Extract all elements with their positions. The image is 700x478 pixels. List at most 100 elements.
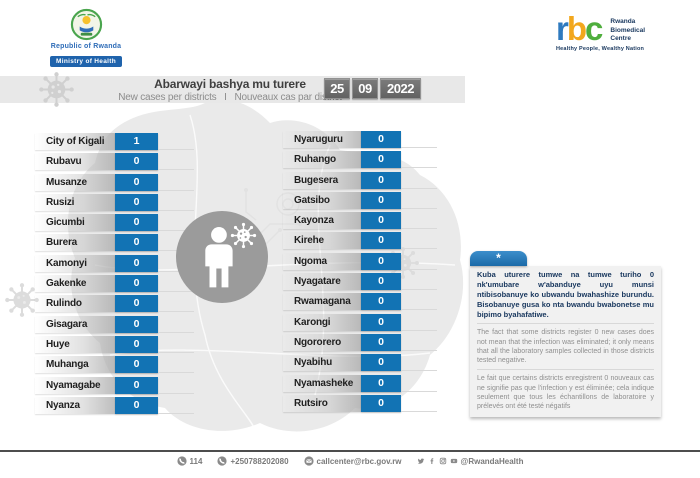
district-row: Gicumbi 0: [35, 214, 194, 232]
row-connector-line: [158, 377, 194, 394]
footer-contacts: 114 +250788202080 callcenter@rbc.gov.rw …: [0, 456, 700, 466]
infected-person-figure: [176, 211, 268, 303]
district-label: Nyaruguru: [283, 131, 361, 148]
district-label: Ngororero: [283, 333, 361, 351]
district-value: 0: [361, 212, 401, 230]
district-row: Musanze 0: [35, 173, 194, 191]
district-row: Muhanga 0: [35, 356, 194, 374]
row-connector-line: [158, 194, 194, 211]
date-day: 25: [324, 78, 350, 99]
district-value: 0: [361, 191, 401, 209]
district-label: City of Kigali: [35, 133, 115, 150]
district-label: Gatsibo: [283, 191, 361, 209]
district-label: Rusizi: [35, 193, 115, 211]
date-month: 09: [352, 78, 378, 99]
page-subtitle: New cases per districts I Nouveaux cas p…: [118, 92, 342, 103]
row-connector-line: [158, 356, 194, 374]
district-row: Nyamasheke 0: [283, 374, 437, 392]
row-connector-line: [401, 293, 437, 311]
district-list-left: City of Kigali 1 Rubavu 0 Musanze 0 Rusi…: [35, 133, 194, 414]
district-row: Nyagatare 0: [283, 273, 437, 291]
row-connector-line: [158, 275, 194, 293]
row-connector-line: [401, 375, 437, 392]
district-label: Karongi: [283, 313, 361, 331]
district-row: Kamonyi 0: [35, 254, 194, 272]
district-value: 0: [115, 193, 158, 211]
district-row: Rubavu 0: [35, 153, 194, 171]
phone-icon: [176, 456, 187, 466]
district-label: Ngoma: [283, 252, 361, 270]
social-icons: [417, 457, 458, 465]
rbc-letter-r: r: [556, 10, 569, 47]
note-marker-tab: *: [470, 251, 527, 266]
district-row: Nyaruguru 0: [283, 131, 437, 148]
facebook-icon: [430, 458, 433, 465]
note-french: Le fait que certains districts enregistr…: [477, 369, 654, 411]
district-value: 0: [361, 131, 401, 148]
ministry-logo: Republic of Rwanda Ministry of Health: [38, 8, 134, 68]
district-value: 0: [361, 232, 401, 250]
row-connector-line: [401, 151, 437, 169]
district-value: 1: [115, 133, 158, 150]
youtube-icon: [450, 458, 457, 464]
republic-of-rwanda-label: Republic of Rwanda: [50, 43, 122, 50]
row-connector-line: [401, 172, 437, 189]
district-label: Nyagatare: [283, 273, 361, 291]
district-row: Bugesera 0: [283, 171, 437, 189]
district-label: Gisagara: [35, 315, 115, 333]
district-value: 0: [115, 396, 158, 414]
district-value: 0: [115, 376, 158, 394]
email-icon: [303, 456, 314, 466]
district-value: 0: [361, 394, 401, 412]
district-value: 0: [361, 374, 401, 392]
rbc-tagline: Healthy People, Wealthy Nation: [556, 45, 645, 52]
report-date: 25 09 2022: [324, 78, 421, 99]
row-connector-line: [158, 214, 194, 232]
district-label: Kayonza: [283, 212, 361, 230]
district-label: Burera: [35, 234, 115, 252]
district-row: Gatsibo 0: [283, 191, 437, 209]
rbc-letter-c: c: [585, 10, 603, 47]
district-value: 0: [115, 173, 158, 191]
district-value: 0: [115, 153, 158, 171]
virus-watermark-icon: [4, 282, 40, 318]
row-connector-line: [401, 253, 437, 270]
district-row: Kayonza 0: [283, 212, 437, 230]
row-connector-line: [401, 334, 437, 351]
row-connector-line: [401, 395, 437, 412]
district-label: Rulindo: [35, 295, 115, 313]
row-connector-line: [158, 336, 194, 353]
district-row: Rutsiro 0: [283, 394, 437, 412]
district-value: 0: [361, 333, 401, 351]
row-connector-line: [401, 131, 437, 148]
district-label: Huye: [35, 335, 115, 353]
row-connector-line: [158, 316, 194, 333]
district-label: Kirehe: [283, 232, 361, 250]
district-row: City of Kigali 1: [35, 133, 194, 150]
district-label: Nyamagabe: [35, 376, 115, 394]
twitter-icon: [417, 458, 424, 464]
row-connector-line: [158, 153, 194, 171]
note-english: The fact that some districts register 0 …: [477, 323, 654, 365]
district-label: Kamonyi: [35, 254, 115, 272]
district-value: 0: [361, 293, 401, 311]
district-label: Nyanza: [35, 396, 115, 414]
rbc-name: Rwanda Biomedical Centre: [610, 18, 645, 44]
district-label: Nyabihu: [283, 354, 361, 372]
row-connector-line: [401, 354, 437, 372]
district-row: Rusizi 0: [35, 193, 194, 211]
instagram-icon: [439, 457, 446, 465]
district-value: 0: [361, 273, 401, 291]
district-row: Ngoma 0: [283, 252, 437, 270]
email-address: callcenter@rbc.gov.rw: [316, 456, 402, 466]
rbc-letter-b: b: [566, 10, 587, 47]
rwanda-coat-of-arms-icon: [70, 8, 102, 41]
district-row: Nyamagabe 0: [35, 376, 194, 394]
district-row: Huye 0: [35, 335, 194, 353]
district-list-right: Nyaruguru 0 Ruhango 0 Bugesera 0 Gatsibo…: [283, 131, 437, 412]
district-value: 0: [115, 214, 158, 232]
virus-icon: [230, 222, 257, 249]
district-value: 0: [115, 254, 158, 272]
date-year: 2022: [380, 78, 421, 99]
